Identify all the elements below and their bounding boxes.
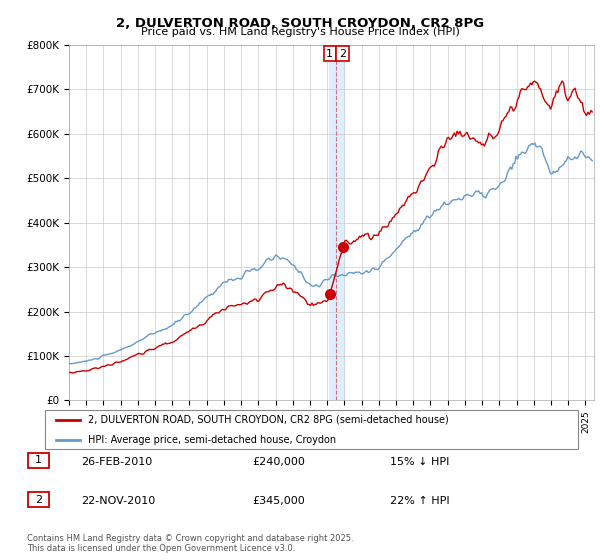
Text: 15% ↓ HPI: 15% ↓ HPI xyxy=(390,457,449,467)
Text: 2: 2 xyxy=(35,494,42,505)
Text: 2: 2 xyxy=(339,49,346,59)
FancyBboxPatch shape xyxy=(45,410,578,449)
FancyBboxPatch shape xyxy=(28,492,49,507)
Text: Contains HM Land Registry data © Crown copyright and database right 2025.
This d: Contains HM Land Registry data © Crown c… xyxy=(27,534,353,553)
Text: 1: 1 xyxy=(326,49,333,59)
FancyBboxPatch shape xyxy=(28,452,49,468)
Text: 22-NOV-2010: 22-NOV-2010 xyxy=(81,496,155,506)
Text: HPI: Average price, semi-detached house, Croydon: HPI: Average price, semi-detached house,… xyxy=(88,435,336,445)
Text: 22% ↑ HPI: 22% ↑ HPI xyxy=(390,496,449,506)
Text: Price paid vs. HM Land Registry's House Price Index (HPI): Price paid vs. HM Land Registry's House … xyxy=(140,27,460,37)
Text: 2, DULVERTON ROAD, SOUTH CROYDON, CR2 8PG (semi-detached house): 2, DULVERTON ROAD, SOUTH CROYDON, CR2 8P… xyxy=(88,415,449,424)
Bar xyxy=(329,45,344,400)
Text: 26-FEB-2010: 26-FEB-2010 xyxy=(81,457,152,467)
Text: 2, DULVERTON ROAD, SOUTH CROYDON, CR2 8PG: 2, DULVERTON ROAD, SOUTH CROYDON, CR2 8P… xyxy=(116,17,484,30)
Text: £345,000: £345,000 xyxy=(252,496,305,506)
Text: 1: 1 xyxy=(35,455,42,465)
Text: £240,000: £240,000 xyxy=(252,457,305,467)
